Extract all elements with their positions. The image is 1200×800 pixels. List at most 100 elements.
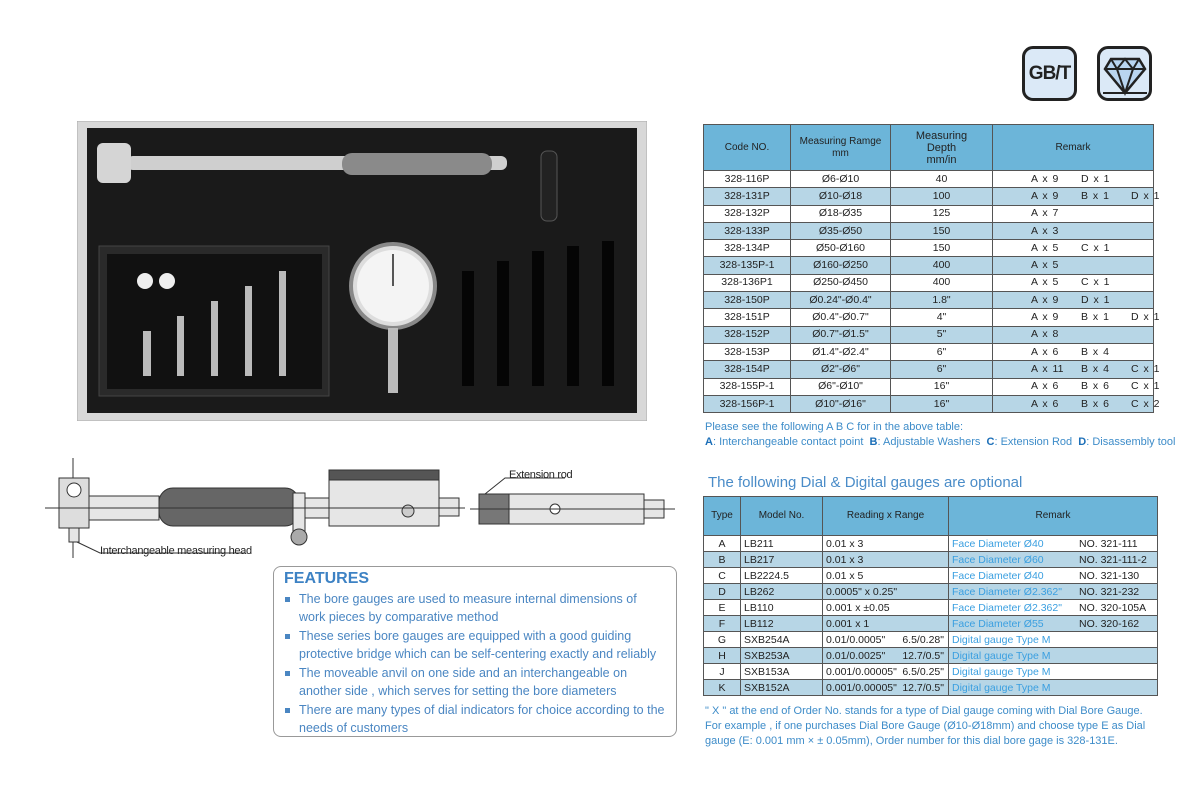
depth-cell: 400 <box>890 273 993 293</box>
table-row: 328-133P Ø35-Ø50 150 A x 3 <box>703 221 1154 241</box>
remark-cell: Digital gauge Type M <box>948 679 1158 696</box>
optional-gauges-title: The following Dial & Digital gauges are … <box>708 474 1023 491</box>
model-cell: LB262 <box>740 583 823 600</box>
remark-text: Digital gauge Type M <box>952 633 1051 646</box>
remark-part: D x 1 <box>1131 189 1160 202</box>
reading-cell: 0.001/0.00005" 6.5/0.25" <box>822 663 949 680</box>
table-row: 328-116P Ø6-Ø10 40 A x 9 D x 1 <box>703 169 1154 189</box>
code-cell: 328-151P <box>703 308 791 327</box>
code-cell: 328-153P <box>703 342 791 362</box>
model-cell: SXB254A <box>740 631 823 648</box>
remark-cell: Face Diameter Ø40 NO. 321-130 <box>948 567 1158 584</box>
remark-cell: A x 3 <box>992 221 1154 241</box>
depth-cell: 4" <box>890 308 993 327</box>
depth-cell: 1.8" <box>890 291 993 310</box>
model-cell: SXB152A <box>740 679 823 696</box>
model-cell: LB2224.5 <box>740 567 823 584</box>
reading-value: 0.01/0.0025" <box>826 649 886 662</box>
remark-text: Face Diameter Ø40 <box>952 569 1044 582</box>
type-cell: B <box>703 551 741 568</box>
range-cell: Ø160-Ø250 <box>790 256 891 275</box>
bore-gauge-drawing <box>45 458 675 558</box>
remark-part: C x 1 <box>1081 241 1110 254</box>
range-cell: Ø250-Ø450 <box>790 273 891 293</box>
reading-value: 0.01 x 3 <box>826 537 864 550</box>
remark-part: A x 7 <box>1031 207 1059 220</box>
reading-value: 0.01 x 5 <box>826 569 864 582</box>
remark-text: Face Diameter Ø60 <box>952 553 1044 566</box>
code-cell: 328-132P <box>703 204 791 223</box>
remark-part: A x 9 <box>1031 311 1059 324</box>
legend-text: : Adjustable Washers <box>877 436 981 448</box>
depth-cell: 16" <box>890 377 993 396</box>
table-row: F LB112 0.001 x 1 Face Diameter Ø55 NO. 3… <box>703 615 1158 632</box>
code-cell: 328-116P <box>703 169 791 189</box>
depth-cell: 125 <box>890 204 993 223</box>
remark-cell: A x 5 C x 1 <box>992 273 1154 293</box>
remark-text: Digital gauge Type M <box>952 649 1051 662</box>
reading-value: 0.001 x ±0.05 <box>826 601 890 614</box>
range-cell: Ø35-Ø50 <box>790 221 891 241</box>
label-extension-rod: Extension rod <box>509 469 573 481</box>
remark-cell: A x 9 D x 1 <box>992 291 1154 310</box>
remark-cell: A x 9 B x 1 D x 1 <box>992 187 1160 206</box>
range-cell: Ø2"-Ø6" <box>790 360 891 379</box>
remark-part: A x 5 <box>1031 259 1059 272</box>
depth-cell: 40 <box>890 169 993 189</box>
legend-intro: Please see the following A B C for in th… <box>705 421 964 433</box>
table-row: 328-150P Ø0.24"-Ø0.4" 1.8" A x 9 D x 1 <box>703 291 1154 310</box>
reading-cell: 0.01 x 3 <box>822 551 949 568</box>
remark-part: A x 6 <box>1031 397 1059 410</box>
label-measuring-head: Interchangeable measuring head <box>100 545 252 557</box>
table-row: 328-153P Ø1.4"-Ø2.4" 6" A x 6 B x 4 <box>703 342 1154 362</box>
diamond-quality-badge <box>1097 46 1152 101</box>
remark-part: A x 3 <box>1031 224 1059 237</box>
type-cell: A <box>703 535 741 552</box>
reading-value: 0.0005" x 0.25" <box>826 585 898 598</box>
remark-text: Face Diameter Ø40 <box>952 537 1044 550</box>
legend-key: B <box>869 436 878 448</box>
depth-cell: 16" <box>890 394 993 414</box>
bore-gauge-table: Code NO. Measuring Ramge mm Measuring De… <box>703 124 1160 414</box>
header-range: Measuring Ramge mm <box>790 124 891 171</box>
range-value: 12.7/0.5" <box>902 681 944 694</box>
reading-value: 0.01/0.0005" <box>826 633 886 646</box>
reading-value: 0.001/0.00005" <box>826 665 897 678</box>
table-row: B LB217 0.01 x 3 Face Diameter Ø60 NO. 32… <box>703 551 1158 568</box>
remark-cell: A x 6 B x 4 <box>992 342 1154 362</box>
depth-cell: 150 <box>890 221 993 241</box>
reading-value: 0.001/0.00005" <box>826 681 897 694</box>
header-code: Code NO. <box>703 124 791 171</box>
range-cell: Ø0.4"-Ø0.7" <box>790 308 891 327</box>
reading-cell: 0.001 x ±0.05 <box>822 599 949 616</box>
header-type: Type <box>703 496 741 536</box>
remark-cell: Face Diameter Ø60 NO. 321-111-2 <box>948 551 1158 568</box>
range-value: 6.5/0.28" <box>902 633 944 646</box>
code-cell: 328-135P-1 <box>703 256 791 275</box>
part-number: NO. 320-105A <box>1079 602 1147 614</box>
table-row: K SXB152A 0.001/0.00005" 12.7/0.5" Digita… <box>703 679 1158 696</box>
reading-cell: 0.01 x 3 <box>822 535 949 552</box>
remark-cell: Digital gauge Type M <box>948 663 1158 680</box>
remark-part: B x 6 <box>1081 397 1109 410</box>
remark-cell: A x 5 C x 1 <box>992 239 1154 258</box>
abc-legend: Please see the following A B C for in th… <box>705 420 1185 450</box>
legend-items: A: Interchangeable contact point B: Adju… <box>705 435 1185 450</box>
type-cell: H <box>703 647 741 664</box>
remark-cell: Face Diameter Ø55 NO. 320-162 <box>948 615 1158 632</box>
gbt-standard-badge: GB/T <box>1022 46 1077 101</box>
model-cell: LB211 <box>740 535 823 552</box>
code-cell: 328-133P <box>703 221 791 241</box>
remark-part: C x 1 <box>1131 362 1160 375</box>
header-reading: Reading x Range <box>822 496 949 536</box>
remark-part: D x 1 <box>1131 311 1160 324</box>
reading-cell: 0.001/0.00005" 12.7/0.5" <box>822 679 949 696</box>
features-title: FEATURES <box>284 570 370 587</box>
type-cell: C <box>703 567 741 584</box>
table-row: 328-135P-1 Ø160-Ø250 400 A x 5 <box>703 256 1154 275</box>
table-row: D LB262 0.0005" x 0.25" Face Diameter Ø2… <box>703 583 1158 600</box>
range-cell: Ø6-Ø10 <box>790 169 891 189</box>
remark-cell: Digital gauge Type M <box>948 647 1158 664</box>
range-cell: Ø0.7"-Ø1.5" <box>790 325 891 344</box>
remark-cell: A x 6 B x 6 C x 1 <box>992 377 1160 396</box>
